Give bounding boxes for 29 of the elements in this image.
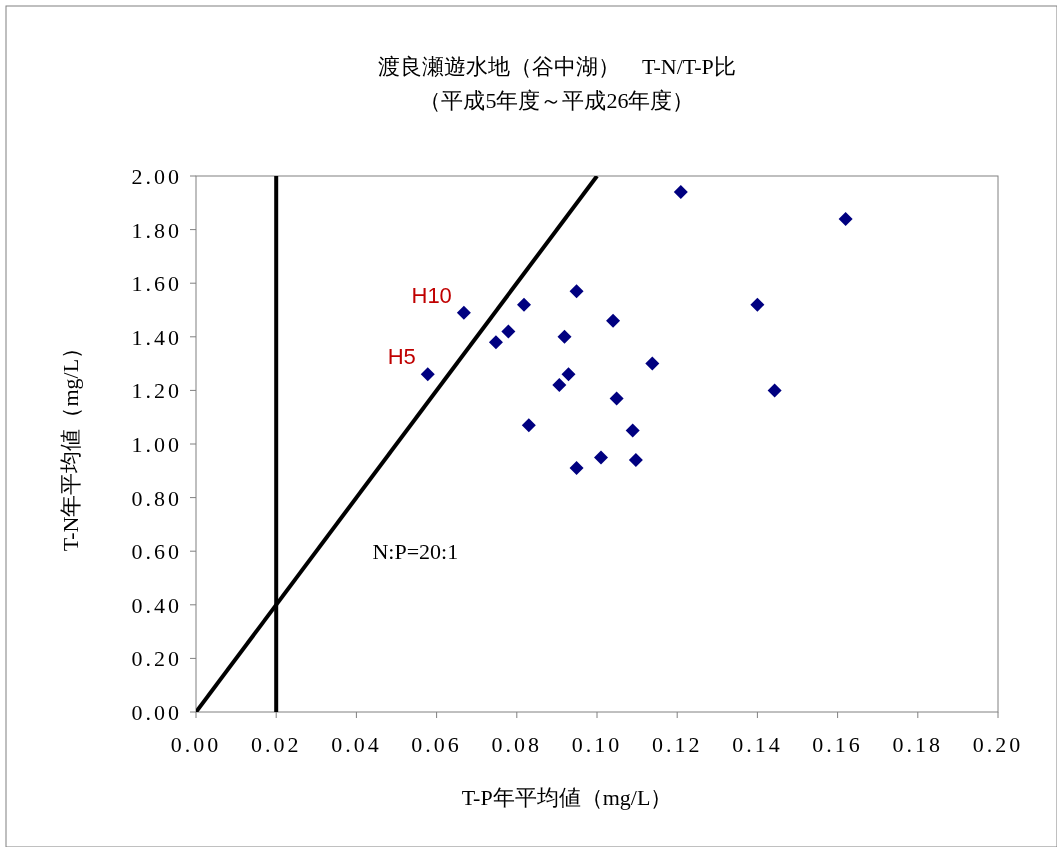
x-tick-label: 0.00 [170, 732, 222, 757]
y-tick-label: 0.00 [131, 700, 182, 725]
x-tick-label: 0.18 [892, 732, 944, 757]
x-tick-label: 0.16 [812, 732, 863, 757]
annotation: N:P=20:1 [372, 539, 459, 565]
y-tick-label: 0.80 [131, 485, 182, 511]
y-tick-label: 1.60 [131, 271, 182, 297]
chart-title: 渡良瀬遊水地（谷中湖） T-N/T-P比 [378, 54, 736, 79]
x-tick-label: 0.02 [250, 732, 302, 757]
x-tick-label: 0.12 [651, 732, 703, 757]
chart-subtitle: （平成5年度～平成26年度） [419, 88, 695, 113]
x-tick-label: 0.14 [732, 732, 783, 757]
x-tick-label: 0.04 [331, 732, 382, 757]
y-tick-label: 0.60 [131, 539, 182, 565]
x-tick-label: 0.08 [491, 732, 543, 757]
annotation: H10 [411, 282, 452, 308]
y-tick-label: 1.00 [131, 432, 182, 457]
y-tick-label: 0.20 [131, 646, 182, 672]
x-axis-title: T-P年平均値（mg/L） [461, 785, 673, 810]
y-tick-label: 1.40 [131, 324, 182, 350]
y-tick-label: 1.80 [131, 217, 182, 243]
y-tick-label: 0.40 [131, 592, 182, 618]
x-tick-label: 0.20 [972, 732, 1024, 757]
y-tick-label: 1.20 [131, 378, 182, 404]
x-tick-label: 0.06 [411, 732, 462, 757]
y-axis-title: T-N年平均値（mg/L） [58, 336, 83, 552]
annotation: H5 [387, 344, 416, 370]
y-tick-label: 2.00 [131, 164, 182, 189]
x-tick-label: 0.10 [571, 732, 623, 757]
